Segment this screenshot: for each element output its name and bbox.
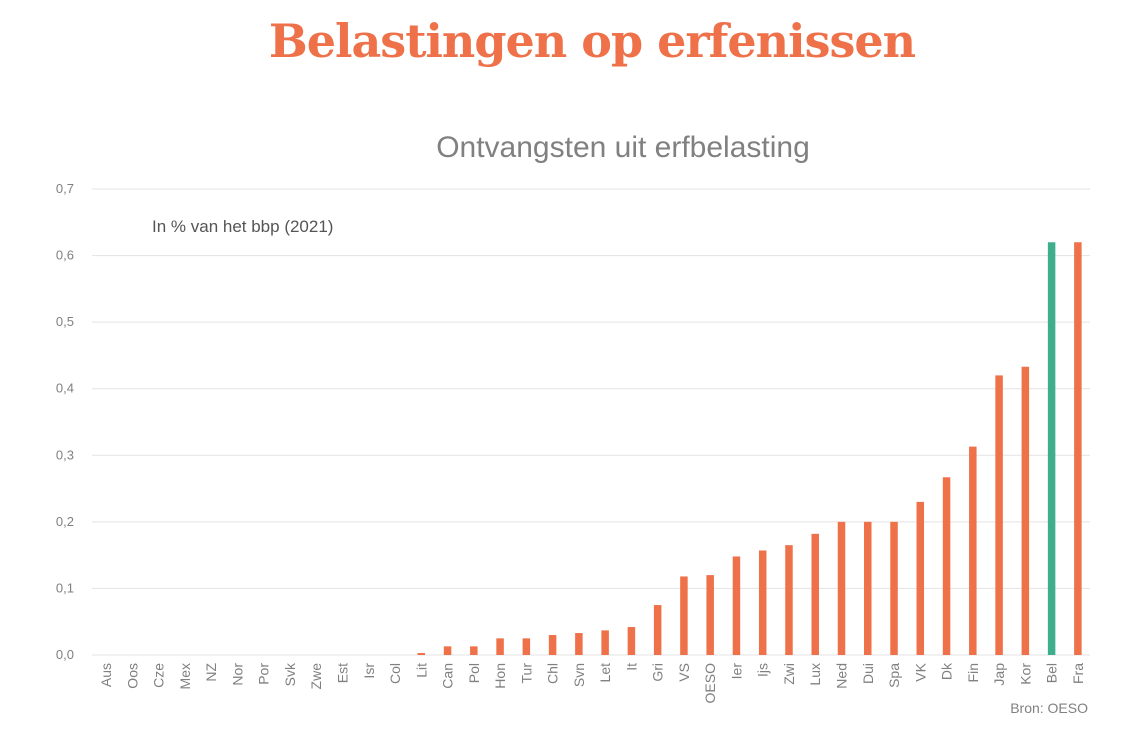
x-tick-label: Ijs bbox=[755, 663, 771, 677]
y-tick-label: 0,7 bbox=[56, 181, 74, 196]
x-tick-label: Tur bbox=[518, 663, 534, 684]
x-tick-label: Lit bbox=[413, 663, 429, 678]
y-axis: 0,0 0,1 0,2 0,3 0,4 0,5 0,6 0,7 bbox=[56, 181, 74, 662]
y-tick-label: 0,6 bbox=[56, 248, 74, 263]
bar-svn bbox=[575, 633, 583, 655]
bar-dk bbox=[942, 477, 951, 655]
x-tick-label: Zwe bbox=[308, 663, 324, 690]
bar-pol bbox=[470, 646, 478, 655]
x-tick-label: Lux bbox=[807, 663, 823, 686]
bar-vs bbox=[680, 576, 688, 655]
bar-zwi bbox=[785, 545, 793, 655]
bar-vk bbox=[916, 501, 925, 655]
gridlines bbox=[92, 188, 1090, 656]
bar-ned bbox=[837, 521, 846, 655]
bar-fra bbox=[1074, 242, 1082, 655]
bar-chl bbox=[548, 635, 557, 655]
x-tick-label: Ned bbox=[834, 663, 850, 689]
source-note: Bron: OESO bbox=[1010, 700, 1088, 716]
x-tick-label: NZ bbox=[203, 663, 219, 682]
x-tick-label: OESO bbox=[702, 663, 718, 704]
bar-lit bbox=[417, 653, 426, 655]
x-tick-label: Isr bbox=[361, 663, 377, 679]
bar-gri bbox=[653, 605, 662, 655]
y-tick-label: 0,2 bbox=[56, 514, 74, 529]
x-tick-label: Dk bbox=[939, 662, 955, 680]
x-tick-label: VS bbox=[676, 663, 692, 682]
x-tick-label: Col bbox=[387, 663, 403, 684]
bar-hon bbox=[496, 638, 504, 655]
x-tick-label: Gri bbox=[650, 663, 666, 682]
y-tick-label: 0,3 bbox=[56, 447, 74, 462]
x-tick-label: Kor bbox=[1017, 663, 1033, 685]
x-tick-label: Por bbox=[256, 663, 272, 685]
x-tick-label: Fin bbox=[965, 663, 981, 682]
x-tick-label: Bel bbox=[1044, 663, 1060, 683]
bar-let bbox=[601, 630, 609, 655]
y-tick-label: 0,0 bbox=[56, 647, 74, 662]
bar-dui bbox=[864, 521, 872, 655]
x-tick-label: Est bbox=[335, 663, 351, 683]
x-tick-label: Svk bbox=[282, 662, 298, 686]
x-tick-label: Svn bbox=[571, 663, 587, 687]
x-tick-label: Pol bbox=[466, 663, 482, 683]
x-tick-label: Spa bbox=[886, 663, 902, 688]
bar-ijs bbox=[758, 550, 767, 655]
x-tick-label: Zwi bbox=[781, 663, 797, 685]
x-tick-label: Let bbox=[597, 663, 613, 683]
x-tick-label: Dui bbox=[860, 663, 876, 684]
x-tick-label: Jap bbox=[991, 663, 1007, 686]
x-tick-label: Ier bbox=[728, 663, 744, 680]
x-tick-label: Fra bbox=[1070, 663, 1086, 684]
x-tick-label: Chl bbox=[545, 663, 561, 684]
chart-title: Ontvangsten uit erfbelasting bbox=[436, 131, 810, 164]
bars bbox=[417, 242, 1082, 655]
bar-can bbox=[443, 646, 452, 655]
chart-subtitle: In % van het bbp (2021) bbox=[152, 217, 333, 236]
x-tick-label: Can bbox=[440, 663, 456, 689]
y-tick-label: 0,5 bbox=[56, 314, 74, 329]
bar-bel bbox=[1047, 242, 1056, 655]
bar-spa bbox=[890, 521, 898, 655]
bar-tur bbox=[522, 638, 531, 655]
x-tick-label: Hon bbox=[492, 663, 508, 689]
y-tick-label: 0,4 bbox=[56, 381, 74, 396]
page-title: Belastingen op erfenissen bbox=[268, 14, 916, 68]
x-tick-label: Nor bbox=[229, 663, 245, 686]
y-tick-label: 0,1 bbox=[56, 580, 74, 595]
x-tick-label: Mex bbox=[177, 663, 193, 689]
x-tick-label: It bbox=[623, 663, 639, 671]
bar-jap bbox=[995, 375, 1003, 655]
bar-oeso bbox=[706, 575, 714, 655]
bar-ier bbox=[732, 556, 741, 655]
x-tick-label: VK bbox=[912, 662, 928, 681]
x-tick-label: Cze bbox=[151, 663, 167, 688]
x-tick-label: Aus bbox=[98, 663, 114, 687]
bar-fin bbox=[969, 446, 977, 655]
bar-lux bbox=[811, 533, 819, 655]
x-tick-label: Oos bbox=[124, 663, 140, 689]
bar-it bbox=[627, 627, 636, 655]
bar-kor bbox=[1021, 366, 1030, 655]
x-axis: Aus Oos Cze Mex NZ Nor Por Svk Zwe Est Isr Col Lit Ca… bbox=[98, 662, 1086, 703]
